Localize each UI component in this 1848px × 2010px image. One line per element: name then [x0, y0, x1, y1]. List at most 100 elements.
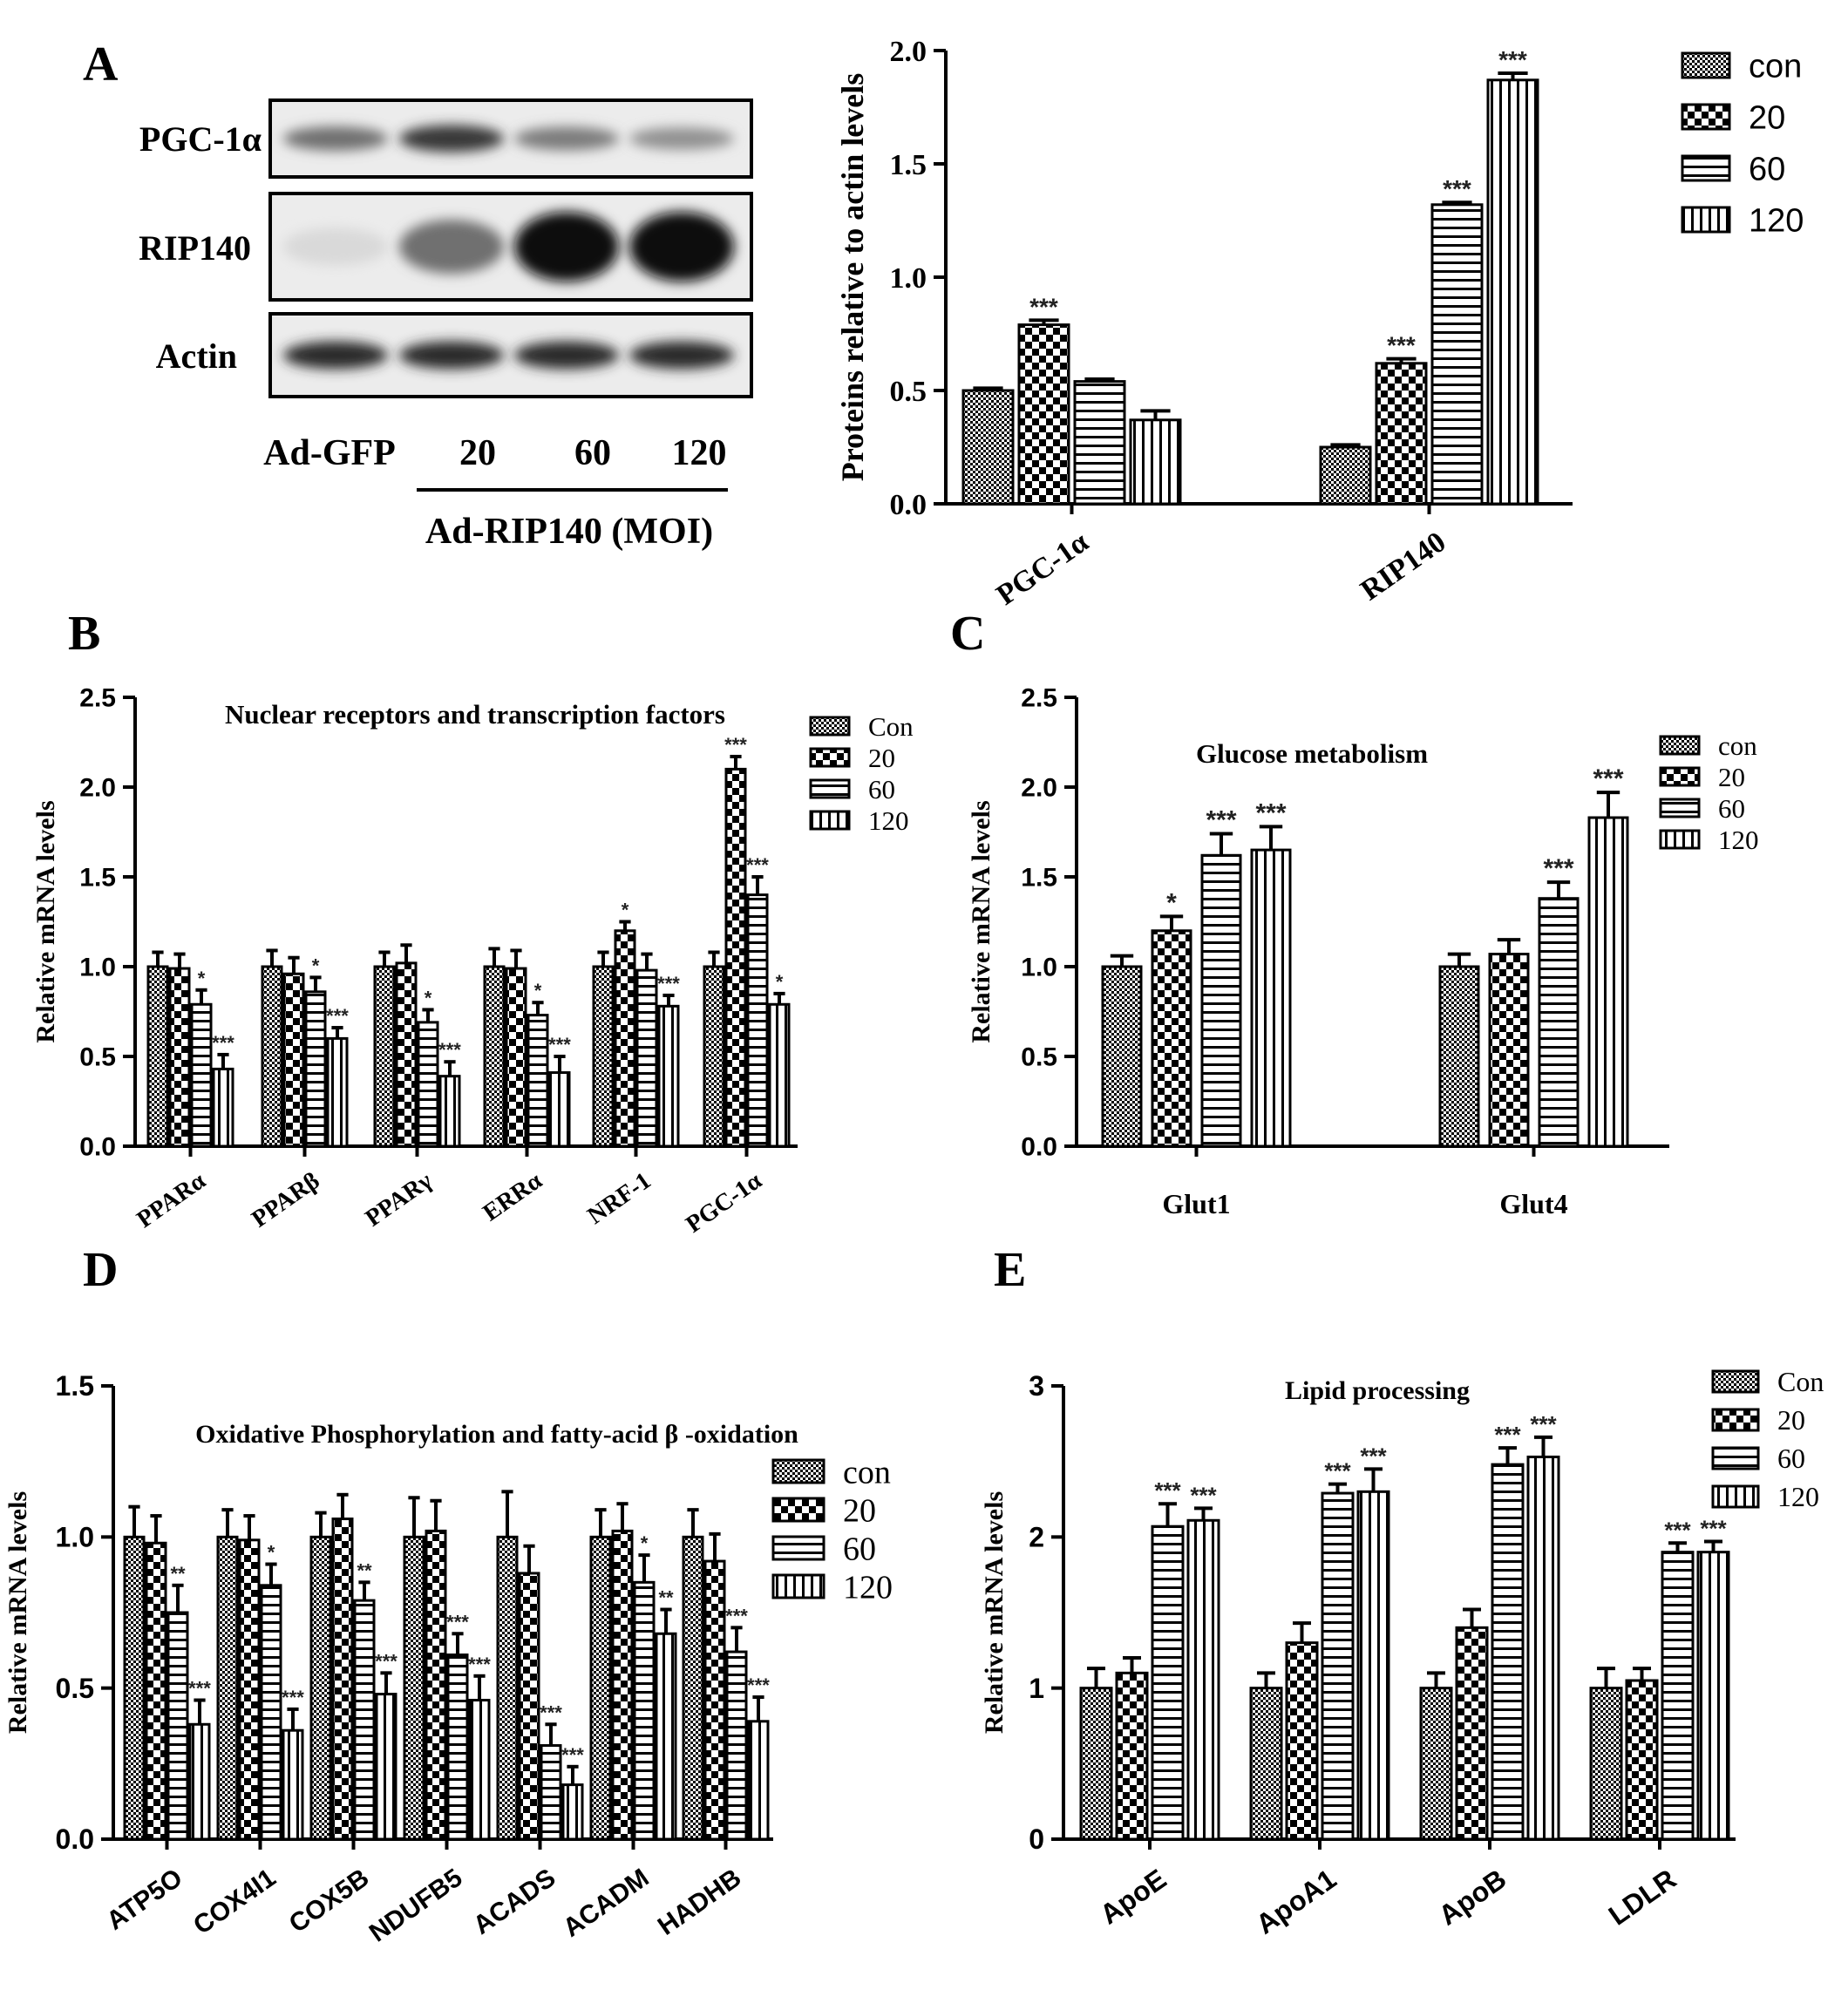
bar-hadhb-con [683, 1537, 703, 1839]
bar-glut1-20 [1152, 931, 1191, 1146]
bar-ppar-60 [418, 1022, 438, 1146]
legend-swatch-60 [811, 780, 849, 798]
legend-swatch-con [1682, 53, 1729, 78]
bar-apob-120 [1528, 1457, 1559, 1839]
bar-pgc1-con [704, 967, 724, 1146]
y-tick-label: 0.5 [890, 376, 927, 408]
bar-rip140-60 [1432, 205, 1482, 504]
bar-acads-120 [563, 1785, 582, 1839]
bar-ldlr-con [1591, 1688, 1621, 1839]
x-category-label: COX4I1 [188, 1864, 281, 1940]
legend-swatch-20 [773, 1498, 824, 1521]
x-category-label: PPARβ [247, 1167, 324, 1232]
blot-lane-label-20: 20 [459, 433, 496, 473]
bar-glut4-con [1440, 967, 1478, 1146]
legend-label-60: 60 [1718, 793, 1745, 824]
chart-c: 0.00.51.01.52.02.5Relative mRNA levelsGl… [967, 684, 1759, 1220]
significance-mark: ** [658, 1587, 674, 1609]
x-category-label: COX5B [284, 1864, 375, 1939]
bar-ppar-120 [440, 1076, 459, 1146]
bar-err-20 [506, 968, 526, 1146]
x-category-label: ApoB [1433, 1863, 1512, 1931]
bar-ppar-120 [214, 1069, 233, 1146]
significance-mark: *** [1154, 1477, 1181, 1504]
significance-mark: *** [212, 1032, 234, 1054]
bar-glut4-120 [1589, 818, 1627, 1146]
bar-cox5b-60 [355, 1600, 374, 1839]
legend-label-con: Con [868, 711, 914, 742]
y-tick-label: 0.5 [79, 1043, 116, 1072]
y-tick-label: 1.0 [890, 262, 927, 295]
legend-label-60: 60 [843, 1531, 876, 1567]
bar-atp5o-20 [146, 1543, 166, 1839]
y-tick-label: 1.0 [1021, 954, 1057, 982]
legend-swatch-60 [773, 1537, 824, 1559]
x-category-label: ACADM [558, 1864, 654, 1943]
blot-band [283, 126, 388, 151]
y-tick-label: 2.0 [890, 36, 927, 68]
y-axis-label: Relative mRNA levels [980, 1491, 1009, 1734]
x-category-label: Glut4 [1499, 1188, 1567, 1219]
x-category-label: ACADS [468, 1864, 561, 1940]
chart-e: 0123Relative mRNA levelsLipid processing… [980, 1366, 1824, 1940]
legend-swatch-20 [1682, 105, 1729, 129]
y-tick-label: 2.5 [79, 684, 116, 713]
bar-glut1-120 [1252, 850, 1290, 1146]
bar-ldlr-120 [1698, 1552, 1729, 1839]
legend-swatch-60 [1661, 799, 1699, 817]
bar-ldlr-20 [1627, 1681, 1657, 1839]
chart-title: Nuclear receptors and transcription fact… [225, 699, 725, 730]
y-axis-label: Relative mRNA levels [967, 800, 995, 1042]
bar-apoa1-con [1251, 1688, 1281, 1839]
bar-cox5b-120 [377, 1694, 396, 1839]
legend-swatch-con [811, 717, 849, 735]
bar-acadm-con [591, 1537, 610, 1839]
panel-letter-b: B [68, 607, 100, 661]
legend-label-20: 20 [1718, 762, 1745, 792]
bar-ndufb5-con [404, 1537, 424, 1839]
significance-mark: *** [657, 973, 680, 995]
legend-swatch-20 [811, 749, 849, 766]
bar-acadm-60 [635, 1582, 654, 1839]
bar-pgc1-60 [748, 895, 767, 1146]
significance-mark: ** [170, 1563, 186, 1585]
significance-mark: * [776, 971, 784, 993]
significance-mark: *** [1387, 332, 1416, 359]
significance-mark: * [312, 954, 320, 976]
bar-apob-con [1421, 1688, 1451, 1839]
bar-ppar-con [262, 967, 282, 1146]
bar-ndufb5-60 [448, 1655, 467, 1839]
bar-ppar-20 [284, 974, 303, 1146]
legend-label-con: con [1718, 730, 1757, 761]
bar-nrf1-con [594, 967, 613, 1146]
bar-atp5o-120 [190, 1724, 209, 1839]
bar-ppar-60 [192, 1004, 211, 1146]
significance-mark: * [425, 987, 432, 1008]
bar-ppar-20 [170, 968, 189, 1146]
significance-mark: * [534, 980, 542, 1002]
y-tick-label: 1.5 [890, 149, 927, 181]
bar-apoa1-60 [1322, 1493, 1353, 1839]
x-category-label: RIP140 [1355, 526, 1451, 607]
blot-band [514, 342, 619, 370]
y-tick-label: 0.0 [890, 489, 927, 521]
blot-lane-label-120: 120 [672, 433, 727, 473]
panel-letter-e: E [994, 1243, 1026, 1297]
legend-label-60: 60 [868, 774, 895, 805]
legend-label-con: con [843, 1454, 891, 1491]
significance-mark: *** [724, 734, 747, 756]
bar-ndufb5-120 [470, 1701, 489, 1839]
y-axis-label: Relative mRNA levels [3, 1491, 32, 1734]
significance-mark: *** [1664, 1517, 1691, 1543]
y-tick-label: 1.5 [79, 864, 116, 893]
legend-swatch-120 [1661, 831, 1699, 848]
significance-mark: *** [282, 1687, 304, 1708]
bar-nrf1-20 [615, 931, 635, 1146]
bar-glut4-60 [1539, 899, 1578, 1146]
significance-mark: *** [747, 1674, 770, 1696]
significance-mark: ** [357, 1559, 372, 1581]
panel-letter-a: A [83, 37, 119, 92]
x-category-label: ATP5O [101, 1864, 187, 1936]
significance-mark: *** [746, 854, 769, 876]
blot-band [283, 227, 388, 265]
